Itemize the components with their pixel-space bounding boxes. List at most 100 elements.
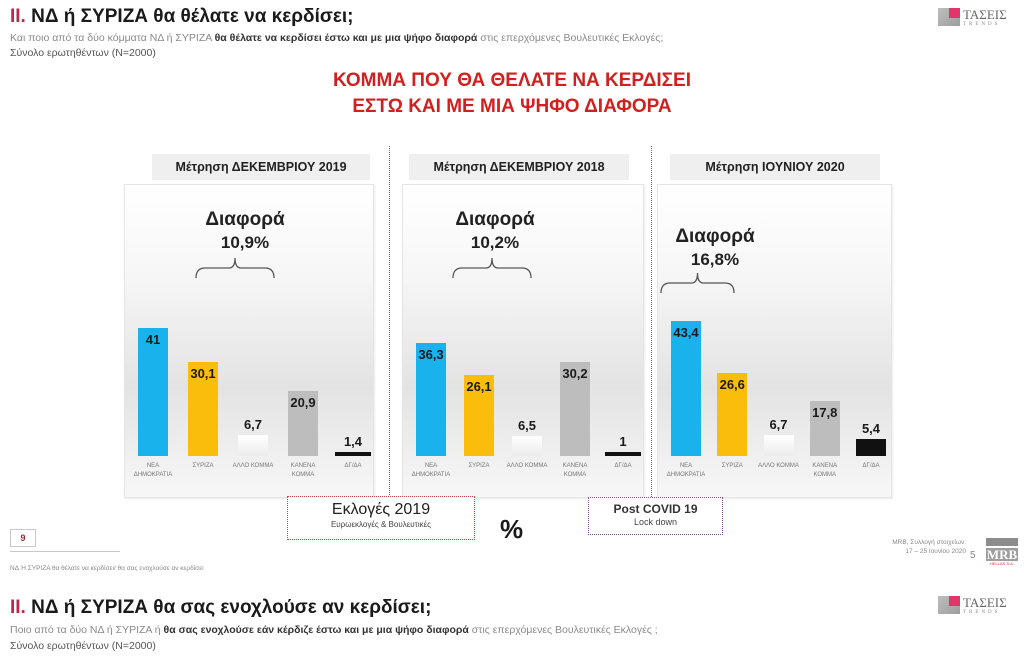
bar-other [238,435,268,456]
bar-value-label: 26,6 [719,377,745,393]
section-title-text: ΝΔ ή ΣΥΡΙΖΑ θα θέλατε να κερδίσει; [31,6,354,27]
category-label: ΚΑΝΕΝΑ ΚΟΜΜΑ [562,463,588,478]
category-label: ΑΛΛΟ ΚΟΜΜΑ [506,463,548,469]
elections-note-subtitle: Ευρωεκλογές & Βουλευτικές [330,520,432,529]
bar-value-label: 20,9 [290,394,316,410]
bar-value-label: 17,8 [812,404,838,420]
category-label: ΔΓ/ΔΑ [862,463,880,469]
section-roman-numeral-2: II. [10,597,26,618]
elections-note-title: Εκλογές 2019 [331,501,431,518]
sample-size: Σύνολο ερωτηθέντων (N=2000) [10,47,156,59]
bar-value-label: 6,7 [769,417,788,433]
headline-line-2: ΕΣΤΩ ΚΑΙ ΜΕ ΜΙΑ ΨΗΦΟ ΔΙΑΦΟΡΑ [352,96,672,117]
bar-dk [605,452,641,456]
bar-other [763,435,794,456]
panel-title: Μέτρηση ΔΕΚΕΜΒΡΙΟΥ 2019 [152,154,370,180]
question-pre: Και ποιο από τα δύο κόμματα ΝΔ ή ΣΥΡΙΖΑ [10,32,215,44]
brace-icon [660,272,735,294]
question-pre-2: Ποιο από τα δύο ΝΔ ή ΣΥΡΙΖΑ ή [10,624,164,636]
headline: ΚΟΜΜΑ ΠΟΥ ΘΑ ΘΕΛΑΤΕ ΝΑ ΚΕΡΔΙΣΕΙ ΕΣΤΩ ΚΑΙ… [302,68,722,120]
bar-value-label: 6,5 [517,417,537,433]
sample-size-2: Σύνολο ερωτηθέντων (N=2000) [10,640,156,652]
question-post-2: στις επερχόμενες Βουλευτικές Εκλογές ; [468,624,658,636]
mrb-logo-sub: HELLAS S.A. [989,561,1014,566]
difference-value: 10,9% [220,233,270,252]
panel-title: Μέτρηση ΔΕΚΕΜΒΡΙΟΥ 2018 [409,154,629,180]
category-label: ΝΕΑ ΔΗΜΟΚΡΑΤΙΑ [411,463,451,478]
page-number: 5 [970,550,976,561]
taseis-logo-2: ΤΑΣΕΙΣ TRENDS [938,596,1007,616]
taseis-logo-text-2: ΤΑΣΕΙΣ TRENDS [963,596,1007,616]
brace-icon [195,257,275,279]
percent-sign: % [500,514,524,544]
taseis-logo-sub-2: TRENDS [963,610,1001,615]
difference-annotation: Διαφορά 10,2% [440,208,550,254]
question-post: στις επερχόμενες Βουλευτικές Εκλογές; [477,32,664,44]
category-label: ΑΛΛΟ ΚΟΜΜΑ [758,463,799,469]
bar-none [809,400,840,456]
taseis-logo: ΤΑΣΕΙΣ TRENDS [938,8,1007,28]
question-text: Και ποιο από τα δύο κόμματα ΝΔ ή ΣΥΡΙΖΑ … [10,32,663,44]
page-box: 9 [10,529,36,547]
bar-nd [671,320,701,456]
difference-label: Διαφορά [675,226,755,247]
bar-value-label: 1 [619,434,627,449]
category-label: ΣΥΡΙΖΑ [721,463,743,469]
bar-value-label: 6,7 [243,417,263,433]
bar-value-label: 43,4 [673,324,699,340]
separator-covid [651,146,652,501]
section-title: II. ΝΔ ή ΣΥΡΙΖΑ θα θέλατε να κερδίσει; [10,6,353,28]
category-label: ΚΑΝΕΝΑ ΚΟΜΜΑ [812,463,838,478]
bar-syriza [188,362,218,456]
category-label: ΚΑΝΕΝΑ ΚΟΜΜΑ [290,463,316,478]
bar-dk [335,452,371,456]
bar-dk [856,439,886,456]
category-label: ΝΕΑ ΔΗΜΟΚΡΑΤΙΑ [133,463,173,478]
difference-label: Διαφορά [205,209,285,230]
covid-note-title: Post COVID 19 [613,502,698,516]
post-covid-note: Post COVID 19 Lock down [588,497,723,535]
headline-line-1: ΚΟΜΜΑ ΠΟΥ ΘΑ ΘΕΛΑΤΕ ΝΑ ΚΕΡΔΙΣΕΙ [333,70,691,91]
category-label: ΑΛΛΟ ΚΟΜΜΑ [232,463,274,469]
brace-icon [452,257,532,279]
bar-nd [138,328,168,456]
mrb-logo-bar [986,538,1018,546]
difference-annotation: Διαφορά 16,8% [660,225,770,271]
category-label: ΣΥΡΙΖΑ [468,463,490,469]
difference-annotation: Διαφορά 10,9% [190,208,300,254]
question-text-2: Ποιο από τα δύο ΝΔ ή ΣΥΡΙΖΑ ή θα σας ενο… [10,624,658,636]
elections-2019-note: Εκλογές 2019 Ευρωεκλογές & Βουλευτικές [287,496,475,540]
bar-none [288,390,318,456]
bar-value-label: 36,3 [418,347,444,363]
bar-value-label: 1,4 [343,433,363,449]
covid-note-subtitle: Lock down [633,517,678,527]
panel-title: Μέτρηση ΙΟΥΝΙΟΥ 2020 [670,154,880,180]
taseis-logo-mark-2 [938,596,960,614]
difference-value: 16,8% [690,250,740,269]
footer-divider [10,551,120,552]
category-label: ΝΕΑ ΔΗΜΟΚΡΑΤΙΑ [666,463,706,478]
section-title-text-2: ΝΔ ή ΣΥΡΙΖΑ θα σας ενοχλούσε αν κερδίσει… [31,597,432,618]
mrb-logo: MRB HELLAS S.A. [986,538,1018,566]
bar-syriza [464,374,494,456]
bar-value-label: 26,1 [466,378,492,394]
difference-value: 10,2% [470,233,520,252]
bar-value-label: 30,2 [562,366,588,382]
mrb-logo-word: MRB [986,547,1018,562]
taseis-logo-sub: TRENDS [963,22,1001,27]
footer-text: ΝΔ Ή ΣΥΡΙΖΑ θα θέλατε να κερδίσει/ θα σα… [10,565,204,572]
source-line-1: MRB, Συλλογή στοιχείων: [892,539,966,546]
difference-label: Διαφορά [455,209,535,230]
taseis-logo-mark [938,8,960,26]
bar-value-label: 5,4 [861,421,881,437]
bar-nd [416,343,446,456]
category-label: ΔΓ/ΔΑ [614,463,632,469]
taseis-logo-name: ΤΑΣΕΙΣ [963,7,1007,22]
bar-value-label: 30,1 [190,366,216,382]
question-bold-2: θα σας ενοχλούσε εάν κέρδιζε έστω και με… [163,624,469,636]
bar-syriza [717,373,748,456]
bar-other [512,435,542,456]
question-bold: θα θέλατε να κερδίσει έστω και με μια ψή… [214,32,478,44]
taseis-logo-text: ΤΑΣΕΙΣ TRENDS [963,8,1007,28]
category-label: ΔΓ/ΔΑ [344,463,362,469]
